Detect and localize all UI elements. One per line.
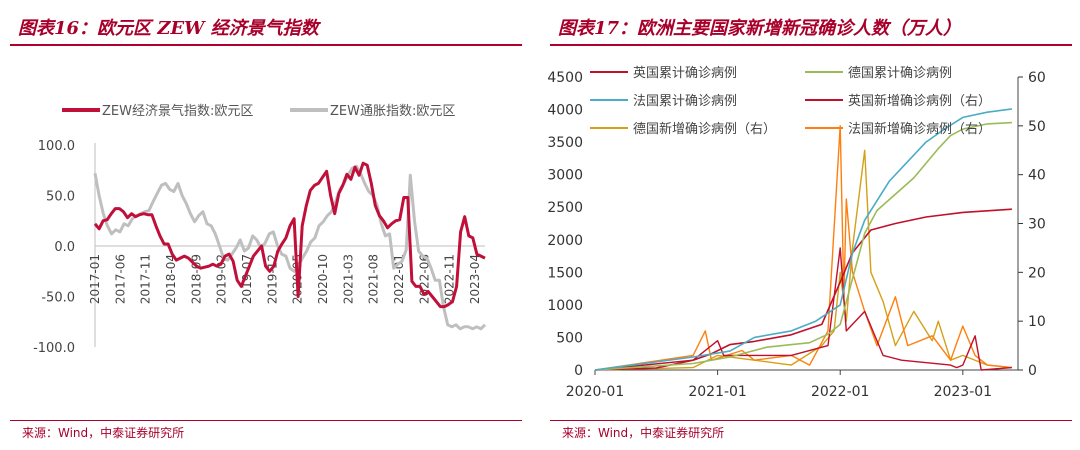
x-tick-label: 2019-12 [265, 254, 279, 304]
source-note: 来源：Wind，中泰证券研究所 [562, 426, 725, 440]
footer-rule [550, 420, 1072, 421]
y-left-tick-label: 0 [574, 363, 583, 379]
y-tick-label: -50.0 [41, 291, 75, 306]
x-tick-label: 2017-06 [113, 254, 127, 304]
chart-title: 图表17：欧洲主要国家新增新冠确诊人数（万人） [558, 18, 962, 39]
y-right-tick-label: 60 [1028, 70, 1046, 86]
y-tick-label: 0.0 [54, 240, 75, 255]
legend-label: ZEW通胀指数:欧元区 [330, 104, 455, 119]
legend-label: ZEW经济景气指数:欧元区 [102, 103, 253, 119]
series-line [594, 149, 1012, 371]
y-left-tick-label: 4500 [547, 70, 583, 86]
y-tick-label: 100.0 [38, 139, 75, 154]
x-tick-label: 2017-11 [139, 254, 153, 304]
covid-cases-chart: 4500400035003000250020001500100050006050… [547, 66, 1046, 400]
legend-label: 英国累计确诊病例 [633, 66, 737, 81]
y-right-tick-label: 0 [1028, 363, 1037, 379]
title-rule [10, 44, 522, 46]
x-tick-label: 2020-10 [316, 254, 330, 304]
legend-label: 德国累计确诊病例 [848, 66, 952, 81]
series-line [594, 247, 1012, 371]
x-tick-label: 2023-04 [468, 254, 482, 304]
series-line [93, 161, 486, 309]
x-tick-label: 2023-01 [934, 384, 993, 400]
y-left-tick-label: 3000 [547, 168, 583, 184]
chart-panel-zew: 图表16：欧元区 ZEW 经济景气指数 ZEW经济景气指数:欧元区 ZEW通胀指数… [0, 0, 530, 450]
legend-label: 德国新增确诊病例（右） [633, 121, 776, 137]
y-tick-label: -100.0 [33, 341, 75, 356]
y-left-tick-label: 4000 [547, 103, 583, 119]
y-left-tick-label: 500 [556, 330, 583, 346]
y-right-tick-label: 50 [1028, 119, 1046, 135]
y-left-tick-label: 2500 [547, 200, 583, 216]
x-tick-label: 2021-01 [688, 384, 747, 400]
y-right-tick-label: 20 [1028, 265, 1046, 281]
source-note: 来源：Wind，中泰证券研究所 [22, 426, 185, 440]
series-line [594, 108, 1013, 371]
series-line [594, 125, 1012, 371]
x-tick-label: 2022-11 [443, 254, 457, 304]
y-left-tick-label: 1500 [547, 265, 583, 281]
legend-label: 法国新增确诊病例（右） [848, 121, 991, 137]
chart-panel-covid: 图表17：欧洲主要国家新增新冠确诊人数（万人） 4500 4000 3500 3000… [540, 0, 1080, 450]
x-tick-label: 2022-01 [811, 384, 870, 400]
x-tick-label: 2021-03 [341, 254, 355, 304]
x-tick-label: 2020-01 [566, 384, 625, 400]
footer-rule [10, 420, 522, 421]
y-right-tick-label: 10 [1028, 314, 1046, 330]
y-tick-label: 50.0 [46, 190, 75, 205]
title-rule [550, 44, 1072, 46]
legend-label: 法国累计确诊病例 [633, 94, 737, 109]
x-tick-label: 2021-08 [367, 254, 381, 304]
series-line [594, 121, 1012, 371]
y-right-tick-label: 30 [1028, 217, 1046, 233]
x-tick-label: 2018-04 [164, 254, 178, 304]
series-line [93, 164, 487, 331]
legend-label: 英国新增确诊病例（右） [848, 93, 991, 109]
zew-line-chart: ZEW经济景气指数:欧元区 ZEW通胀指数:欧元区 100.0 50.0 0.0 -50.… [33, 103, 487, 356]
chart-title: 图表16：欧元区 ZEW 经济景气指数 [18, 18, 319, 39]
x-tick-label: 2017-01 [88, 254, 102, 304]
y-left-tick-label: 3500 [547, 135, 583, 151]
y-left-tick-label: 2000 [547, 233, 583, 249]
y-right-tick-label: 40 [1028, 168, 1046, 184]
series-line [594, 208, 1012, 371]
y-left-tick-label: 1000 [547, 298, 583, 314]
